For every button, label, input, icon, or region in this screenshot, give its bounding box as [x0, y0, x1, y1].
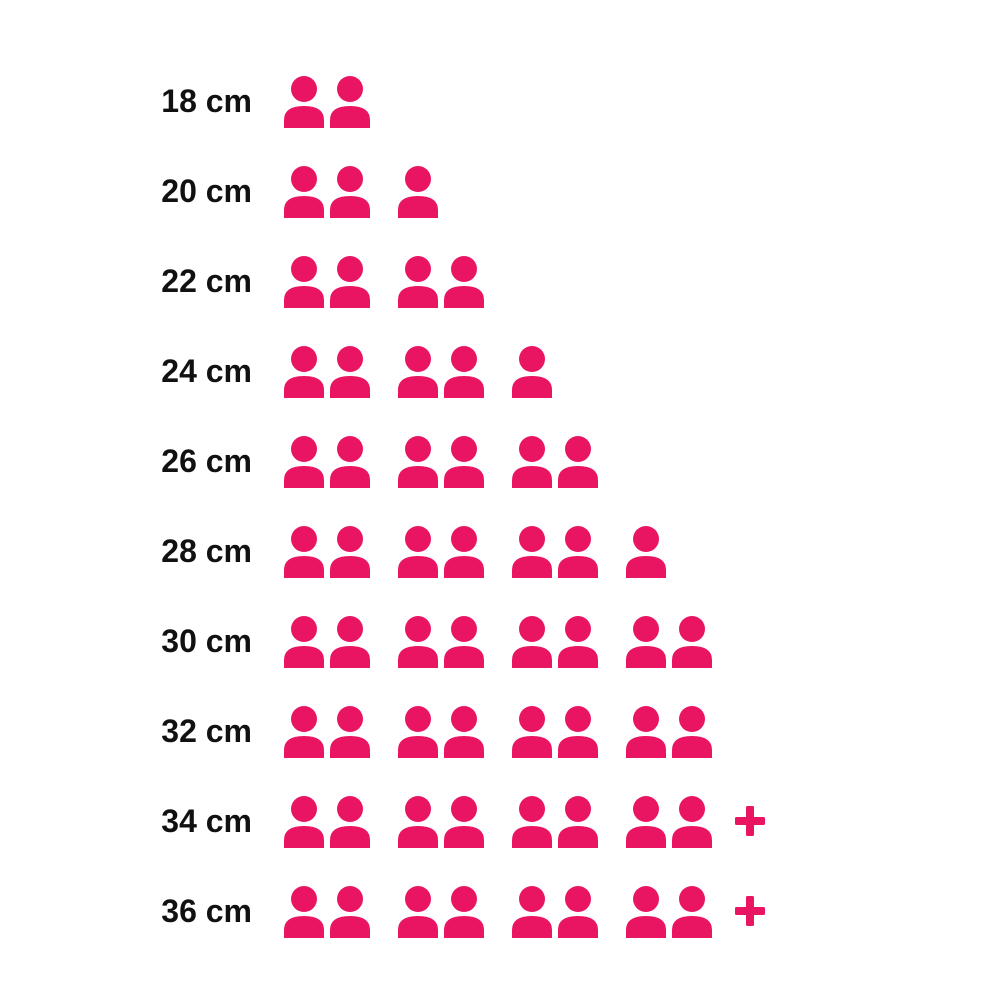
person-icon: [280, 164, 328, 218]
row-label: 36 cm: [110, 893, 280, 930]
pictogram-row: 32 cm: [110, 686, 1000, 776]
row-icons: [280, 344, 576, 398]
row-label: 32 cm: [110, 713, 280, 750]
person-icon: [622, 524, 670, 578]
row-label: 22 cm: [110, 263, 280, 300]
person-icon: [440, 434, 488, 488]
person-icon: [280, 524, 328, 578]
person-icon: [440, 254, 488, 308]
person-icon: [508, 704, 556, 758]
person-icon: [280, 794, 328, 848]
person-icon: [394, 434, 442, 488]
person-icon: [394, 344, 442, 398]
person-icon: [554, 794, 602, 848]
person-icon: [326, 74, 374, 128]
person-icon: [554, 884, 602, 938]
pictogram-row: 30 cm: [110, 596, 1000, 686]
person-icon: [508, 794, 556, 848]
person-icon: [326, 704, 374, 758]
person-icon: [622, 614, 670, 668]
person-icon: [280, 614, 328, 668]
plus-icon: [732, 803, 768, 839]
pictogram-row: 20 cm: [110, 146, 1000, 236]
pictogram-row: 26 cm: [110, 416, 1000, 506]
person-icon: [622, 704, 670, 758]
person-icon: [326, 614, 374, 668]
row-label: 30 cm: [110, 623, 280, 660]
person-icon: [326, 884, 374, 938]
person-icon: [440, 704, 488, 758]
person-icon: [326, 794, 374, 848]
person-icon: [440, 344, 488, 398]
person-icon: [440, 614, 488, 668]
person-icon: [326, 524, 374, 578]
row-icons: [280, 524, 690, 578]
person-icon: [554, 704, 602, 758]
person-icon: [326, 254, 374, 308]
person-icon: [326, 164, 374, 218]
person-icon: [554, 614, 602, 668]
person-icon: [326, 434, 374, 488]
row-icons: [280, 254, 508, 308]
person-icon: [394, 254, 442, 308]
person-icon: [394, 704, 442, 758]
row-label: 24 cm: [110, 353, 280, 390]
row-icons: [280, 614, 736, 668]
person-icon: [508, 344, 556, 398]
pictogram-row: 24 cm: [110, 326, 1000, 416]
person-icon: [280, 344, 328, 398]
pictogram-row: 28 cm: [110, 506, 1000, 596]
row-label: 26 cm: [110, 443, 280, 480]
row-icons: [280, 164, 462, 218]
pictogram-row: 18 cm: [110, 56, 1000, 146]
row-icons: [280, 704, 736, 758]
row-icons: [280, 74, 394, 128]
person-icon: [668, 794, 716, 848]
person-icon: [668, 884, 716, 938]
person-icon: [668, 614, 716, 668]
row-label: 20 cm: [110, 173, 280, 210]
row-label: 18 cm: [110, 83, 280, 120]
person-icon: [394, 524, 442, 578]
person-icon: [440, 524, 488, 578]
person-icon: [394, 794, 442, 848]
person-icon: [508, 614, 556, 668]
person-icon: [280, 74, 328, 128]
plus-icon: [732, 893, 768, 929]
person-icon: [280, 434, 328, 488]
person-icon: [394, 164, 442, 218]
person-icon: [440, 794, 488, 848]
person-icon: [622, 794, 670, 848]
person-icon: [280, 884, 328, 938]
person-icon: [280, 704, 328, 758]
row-label: 34 cm: [110, 803, 280, 840]
person-icon: [554, 434, 602, 488]
person-icon: [622, 884, 670, 938]
person-icon: [394, 884, 442, 938]
pictogram-row: 22 cm: [110, 236, 1000, 326]
person-icon: [280, 254, 328, 308]
person-icon: [440, 884, 488, 938]
pictogram-chart: 18 cm 20 cm 22 cm 24 cm: [0, 0, 1000, 956]
person-icon: [668, 704, 716, 758]
row-icons: [280, 884, 768, 938]
person-icon: [326, 344, 374, 398]
row-icons: [280, 434, 622, 488]
person-icon: [508, 884, 556, 938]
person-icon: [394, 614, 442, 668]
pictogram-row: 36 cm: [110, 866, 1000, 956]
person-icon: [554, 524, 602, 578]
person-icon: [508, 524, 556, 578]
row-label: 28 cm: [110, 533, 280, 570]
pictogram-row: 34 cm: [110, 776, 1000, 866]
person-icon: [508, 434, 556, 488]
row-icons: [280, 794, 768, 848]
